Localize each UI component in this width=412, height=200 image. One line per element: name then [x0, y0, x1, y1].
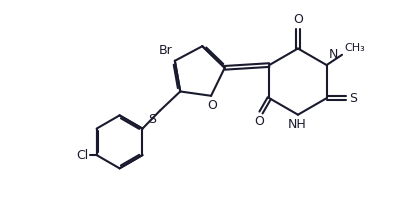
Text: O: O: [207, 99, 217, 112]
Text: S: S: [148, 113, 156, 126]
Text: CH₃: CH₃: [344, 43, 365, 53]
Text: N: N: [328, 48, 338, 61]
Text: Br: Br: [159, 44, 173, 57]
Text: NH: NH: [288, 118, 307, 131]
Text: O: O: [293, 13, 303, 26]
Text: Cl: Cl: [76, 149, 88, 162]
Text: S: S: [349, 92, 358, 105]
Text: O: O: [254, 115, 264, 128]
